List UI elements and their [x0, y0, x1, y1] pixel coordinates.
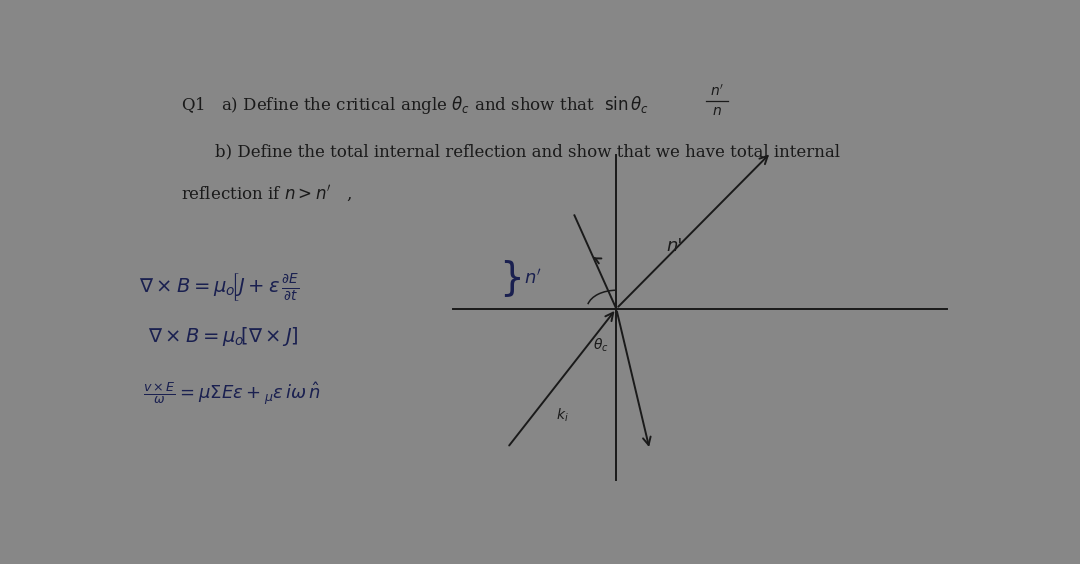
Text: $n'$: $n'$	[710, 84, 724, 99]
Text: $k_i$: $k_i$	[556, 407, 569, 424]
Text: b) Define the total internal reflection and show that we have total internal: b) Define the total internal reflection …	[215, 144, 839, 161]
Text: $\frac{v\times E}{\omega} = \mu\Sigma E\varepsilon + {}_\mu\varepsilon\, i\omega: $\frac{v\times E}{\omega} = \mu\Sigma E\…	[144, 380, 321, 407]
Text: $\nabla\times B = \mu_o\!\left[J + \varepsilon\,\frac{\partial E}{\partial t}\ri: $\nabla\times B = \mu_o\!\left[J + \vare…	[139, 271, 299, 303]
Text: Q1   a) Define the critical angle $\theta_c$ and show that  $\sin\theta_c$: Q1 a) Define the critical angle $\theta_…	[181, 94, 649, 116]
Text: $n$: $n$	[712, 104, 721, 118]
Text: reflection if $n > n'$   ,: reflection if $n > n'$ ,	[181, 183, 352, 204]
Text: $\nabla\times B = \mu_o\!\left[\nabla\times J\right]$: $\nabla\times B = \mu_o\!\left[\nabla\ti…	[148, 325, 298, 349]
Text: $\theta_c$: $\theta_c$	[593, 337, 608, 354]
Text: $\}$: $\}$	[499, 258, 521, 299]
Text: $n'$: $n'$	[524, 269, 542, 288]
Text: n': n'	[666, 237, 683, 255]
